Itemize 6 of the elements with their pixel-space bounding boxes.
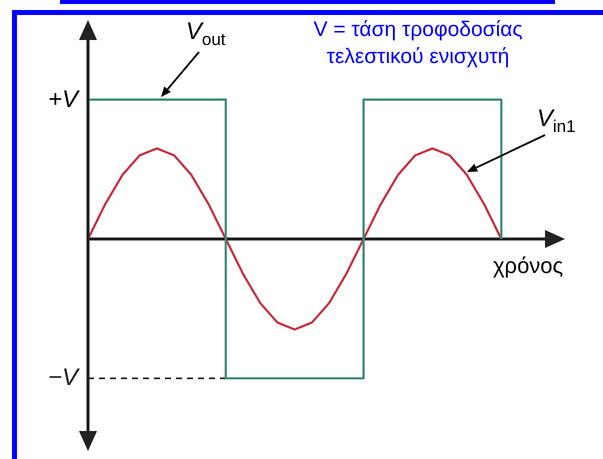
text: V$_{in1}$ [536,104,576,136]
ref-line-label: −V [48,364,80,391]
text: V = τάση τροφοδοσίας τελεστικού ενισχυτή [312,17,524,70]
x-axis-title: χρόνος [493,252,564,279]
text: V$_{out}$ [186,18,226,48]
text: +V [48,86,78,114]
